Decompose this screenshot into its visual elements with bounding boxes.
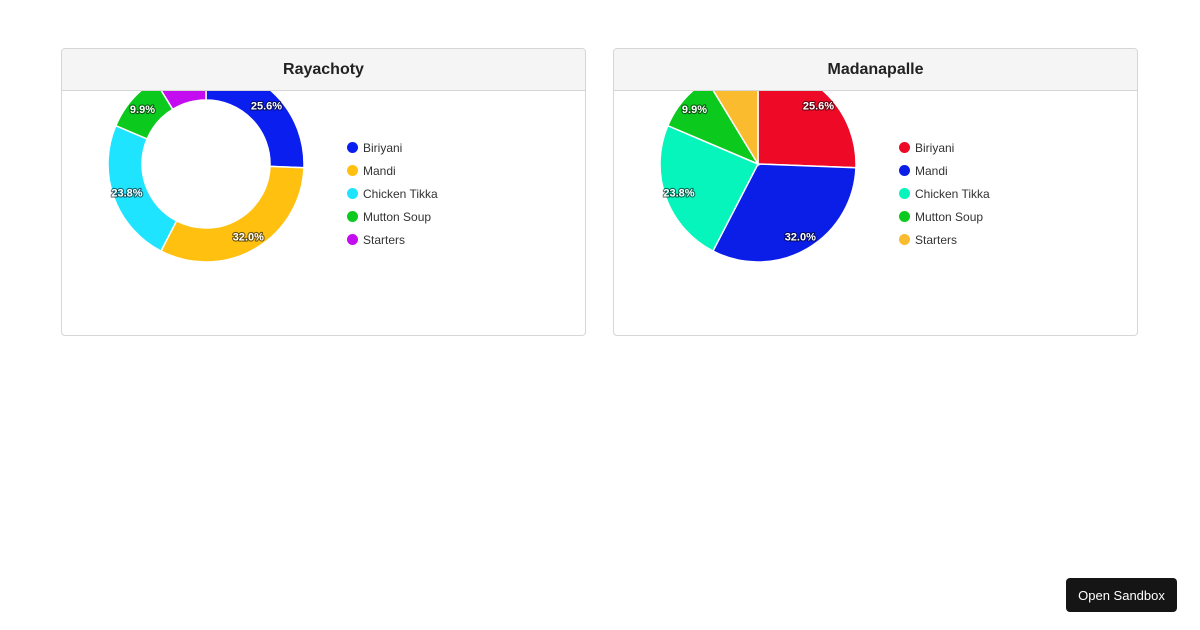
legend-swatch	[899, 211, 910, 222]
slice-chicken-tikka[interactable]	[659, 124, 760, 253]
slice-label-mutton-soup: 9.9%	[682, 104, 707, 116]
legend-item-starters[interactable]: Starters	[899, 228, 990, 251]
legend-label: Biriyani	[915, 140, 955, 155]
legend-swatch	[347, 142, 358, 153]
legend-item-chicken-tikka[interactable]: Chicken Tikka	[899, 182, 990, 205]
pie-chart: 25.6%32.0%23.8%9.9%8.7%	[659, 91, 857, 263]
legend-item-biriyani[interactable]: Biriyani	[347, 136, 438, 159]
slice-mandi[interactable]	[159, 165, 305, 263]
legend-item-mandi[interactable]: Mandi	[899, 159, 990, 182]
legend-label: Chicken Tikka	[915, 186, 990, 201]
legend-label: Biriyani	[363, 140, 403, 155]
legend-item-starters[interactable]: Starters	[347, 228, 438, 251]
open-sandbox-button[interactable]: Open Sandbox	[1066, 578, 1177, 612]
chart-legend: Biriyani Mandi Chicken Tikka Mutton Soup Sta…	[347, 136, 438, 251]
slice-label-mandi: 32.0%	[233, 232, 264, 244]
legend-label: Mutton Soup	[915, 209, 984, 224]
legend-label: Mandi	[915, 163, 948, 178]
slice-mutton-soup[interactable]	[114, 91, 174, 140]
legend-swatch	[347, 165, 358, 176]
slice-label-mandi: 32.0%	[785, 232, 816, 244]
legend-swatch	[347, 211, 358, 222]
legend-swatch	[347, 234, 358, 245]
legend-item-mutton-soup[interactable]: Mutton Soup	[347, 205, 438, 228]
legend-label: Mandi	[363, 163, 396, 178]
slice-label-biriyani: 25.6%	[803, 101, 834, 113]
legend-swatch	[899, 142, 910, 153]
legend-label: Mutton Soup	[363, 209, 432, 224]
chart-body: 25.6%32.0%23.8%9.9%8.7% BiriyaniMandiChi…	[62, 91, 585, 335]
legend-item-mandi[interactable]: Mandi	[347, 159, 438, 182]
legend-item-chicken-tikka[interactable]: Chicken Tikka	[347, 182, 438, 205]
slice-biriyani[interactable]	[757, 91, 857, 169]
chart-title: Madanapalle	[614, 49, 1137, 91]
legend-swatch	[899, 165, 910, 176]
chart-card-madanapalle: Madanapalle 25.6%32.0%23.8%9.9%8.7% Biri…	[613, 48, 1138, 336]
slice-starters[interactable]	[707, 91, 759, 167]
slice-label-mutton-soup: 9.9%	[130, 104, 155, 116]
legend-label: Starters	[363, 232, 406, 247]
slice-label-chicken-tikka: 23.8%	[111, 187, 142, 199]
legend-label: Chicken Tikka	[363, 186, 438, 201]
chart-title: Rayachoty	[62, 49, 585, 91]
legend-label: Starters	[915, 232, 958, 247]
chart-card-rayachoty: Rayachoty 25.6%32.0%23.8%9.9%8.7% Biriya…	[61, 48, 586, 336]
slice-label-chicken-tikka: 23.8%	[663, 187, 694, 199]
slice-label-biriyani: 25.6%	[251, 101, 282, 113]
chart-body: 25.6%32.0%23.8%9.9%8.7% BiriyaniMandiChi…	[614, 91, 1137, 335]
slice-mandi[interactable]	[711, 163, 857, 263]
donut-chart: 25.6%32.0%23.8%9.9%8.7%	[107, 91, 305, 263]
chart-legend: Biriyani Mandi Chicken Tikka Mutton Soup Sta…	[899, 136, 990, 251]
slice-starters[interactable]	[155, 91, 207, 111]
legend-item-mutton-soup[interactable]: Mutton Soup	[899, 205, 990, 228]
legend-swatch	[899, 234, 910, 245]
legend-item-biriyani[interactable]: Biriyani	[899, 136, 990, 159]
legend-swatch	[347, 188, 358, 199]
slice-mutton-soup[interactable]	[666, 91, 760, 166]
legend-swatch	[899, 188, 910, 199]
